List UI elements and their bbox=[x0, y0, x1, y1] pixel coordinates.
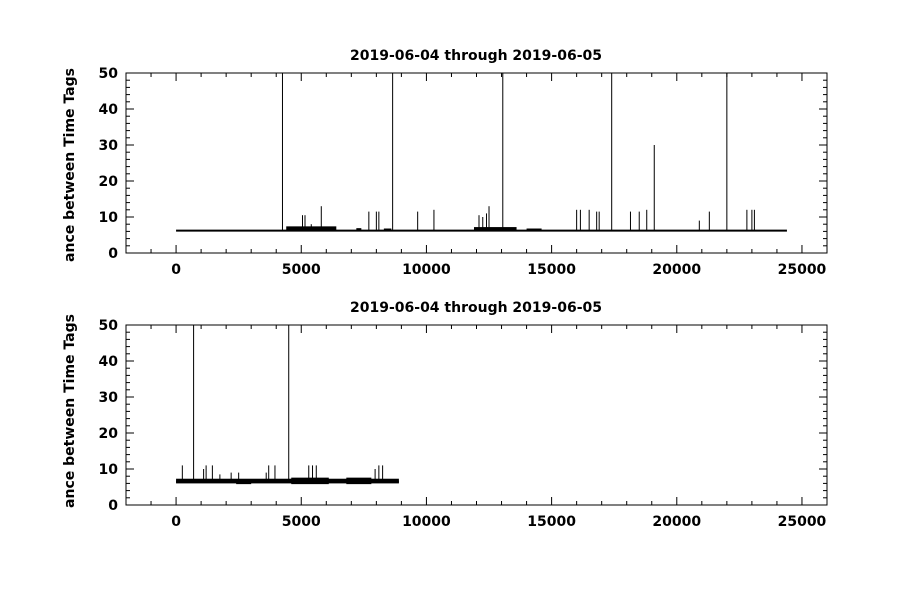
y-axis-label: ance between Time Tags bbox=[62, 314, 78, 508]
x-tick-label: 5000 bbox=[282, 262, 321, 278]
y-tick-label: 0 bbox=[108, 498, 118, 514]
y-tick-label: 40 bbox=[99, 102, 119, 118]
noise-band bbox=[526, 228, 542, 231]
data-series bbox=[176, 73, 787, 232]
chart-title: 2019-06-04 through 2019-06-05 bbox=[350, 300, 602, 316]
y-tick-label: 10 bbox=[99, 210, 119, 226]
bottom-chart-panel: 2019-06-04 through 2019-06-05 ance betwe… bbox=[62, 300, 828, 530]
noise-band bbox=[473, 227, 517, 231]
y-tick-label: 50 bbox=[99, 66, 119, 82]
x-tick-label: 10000 bbox=[402, 514, 451, 530]
x-tick-label: 15000 bbox=[527, 262, 576, 278]
axis-ticks: 0 5000 10000 15000 20000 25000 0 10 20 30 40 50 bbox=[99, 318, 828, 530]
y-tick-label: 0 bbox=[108, 246, 118, 262]
x-tick-label: 20000 bbox=[652, 262, 701, 278]
x-tick-label: 20000 bbox=[652, 514, 701, 530]
noise-band bbox=[356, 228, 362, 231]
data-series bbox=[176, 325, 399, 485]
x-tick-label: 10000 bbox=[402, 262, 451, 278]
x-tick-label: 0 bbox=[171, 514, 181, 530]
top-chart-panel: 2019-06-04 through 2019-06-05 ance betwe… bbox=[62, 48, 828, 278]
x-tick-label: 25000 bbox=[778, 262, 827, 278]
y-tick-label: 20 bbox=[99, 426, 119, 442]
x-tick-label: 0 bbox=[171, 262, 181, 278]
y-tick-label: 30 bbox=[99, 390, 119, 406]
y-tick-label: 10 bbox=[99, 462, 119, 478]
y-tick-label: 50 bbox=[99, 318, 119, 334]
axis-ticks: 0 5000 10000 15000 20000 25000 0 10 20 30 40 50 bbox=[99, 66, 828, 278]
plot-frame bbox=[125, 72, 828, 254]
chart-title: 2019-06-04 through 2019-06-05 bbox=[350, 48, 602, 64]
x-tick-label: 25000 bbox=[778, 514, 827, 530]
y-tick-label: 40 bbox=[99, 354, 119, 370]
x-tick-label: 5000 bbox=[282, 514, 321, 530]
x-tick-label: 15000 bbox=[527, 514, 576, 530]
y-tick-label: 20 bbox=[99, 174, 119, 190]
y-tick-label: 30 bbox=[99, 138, 119, 154]
y-axis-label: ance between Time Tags bbox=[62, 68, 78, 262]
noise-band bbox=[383, 228, 392, 231]
